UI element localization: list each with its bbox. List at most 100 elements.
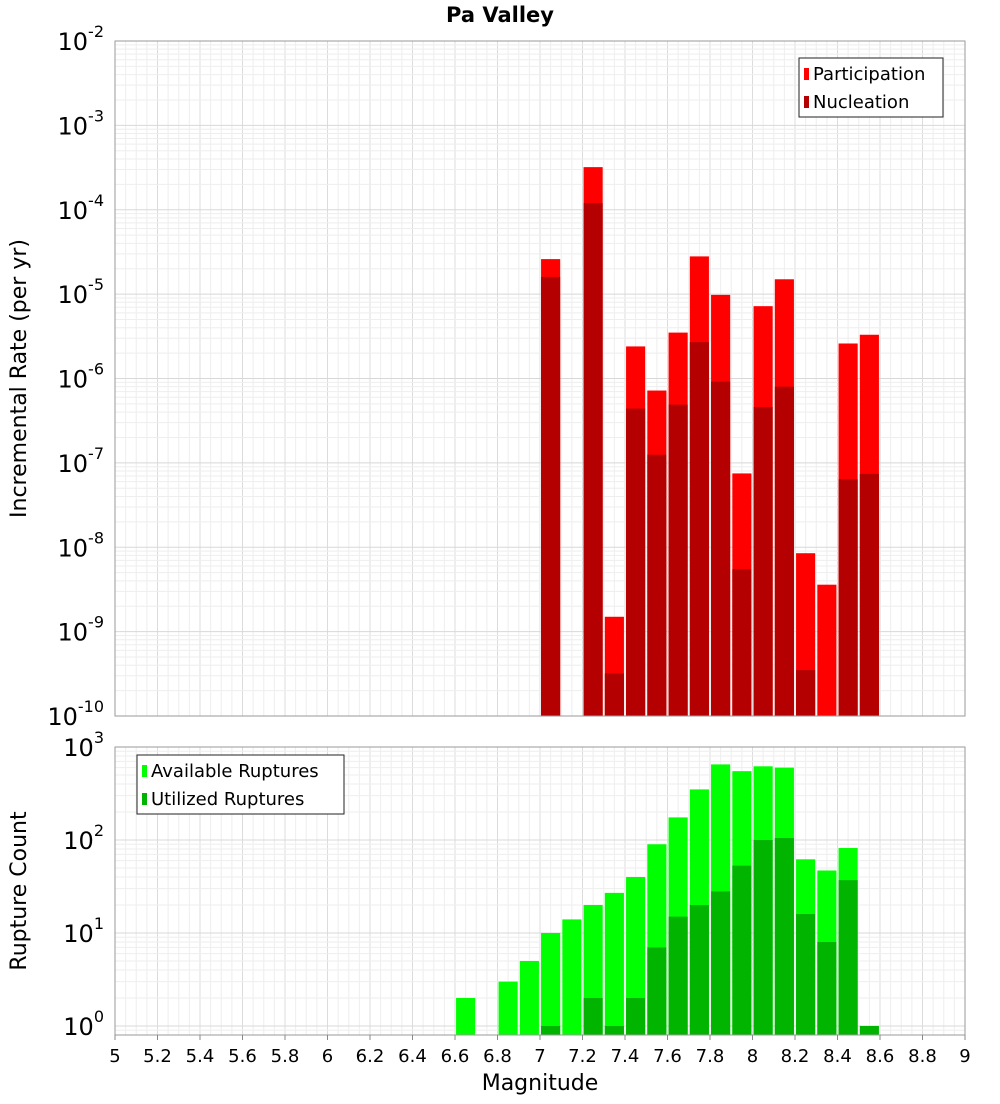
rate-ytick-exponent: -3: [88, 106, 104, 125]
rate-bar-nucleation: [626, 408, 646, 716]
count-bar-utilized-ruptures: [838, 880, 858, 1035]
rate-ytick-exponent: -8: [88, 528, 104, 547]
chart-title: Pa Valley: [446, 3, 554, 27]
rate-ytick-base: 10: [58, 450, 89, 478]
x-tick-label: 8.8: [908, 1046, 937, 1067]
x-tick-label: 5.4: [186, 1046, 215, 1067]
rate-bar-nucleation: [774, 386, 794, 716]
count-bar-utilized-ruptures: [817, 942, 837, 1035]
rate-ytick-label: 10-6: [58, 360, 105, 394]
rate-ytick-base: 10: [58, 366, 89, 394]
rate-bar-nucleation: [668, 404, 688, 716]
x-tick-label: 8.2: [781, 1046, 810, 1067]
count-legend-label: Utilized Ruptures: [151, 789, 304, 810]
x-tick-label: 5.8: [271, 1046, 300, 1067]
count-bar-utilized-ruptures: [711, 891, 731, 1035]
count-ytick-base: 10: [63, 827, 94, 855]
count-legend-swatch: [142, 765, 147, 777]
count-bar-available-ruptures: [541, 932, 561, 1035]
rate-bar-nucleation: [647, 454, 667, 716]
count-bar-utilized-ruptures: [583, 997, 603, 1035]
rate-legend: Participation Nucleation: [798, 57, 944, 118]
count-ytick-exponent: 0: [94, 1007, 104, 1026]
rate-bar-nucleation: [732, 569, 752, 716]
count-ytick-label: 100: [63, 1007, 104, 1041]
rate-ytick-exponent: -7: [88, 444, 104, 463]
rate-ytick-label: 10-8: [58, 528, 105, 562]
rate-ytick-label: 10-5: [58, 275, 105, 309]
count-bar-utilized-ruptures: [796, 914, 816, 1035]
count-ytick-label: 102: [63, 821, 104, 855]
rate-ytick-label: 10-9: [58, 613, 105, 647]
x-tick-label: 6.2: [356, 1046, 385, 1067]
x-tick-label: 6.6: [441, 1046, 470, 1067]
count-ytick-label: 101: [63, 914, 104, 948]
rate-ytick-exponent: -6: [88, 360, 104, 379]
count-bar-utilized-ruptures: [668, 916, 688, 1035]
count-bar-available-ruptures: [498, 981, 518, 1035]
rate-ytick-exponent: -10: [78, 697, 104, 716]
count-bar-utilized-ruptures: [541, 1025, 561, 1035]
rate-legend-box: [798, 57, 944, 118]
rate-legend-swatch: [804, 68, 809, 80]
count-ytick-exponent: 3: [94, 728, 104, 747]
count-bar-utilized-ruptures: [859, 1025, 879, 1035]
count-ytick-exponent: 2: [94, 821, 104, 840]
x-tick-label: 6.8: [483, 1046, 512, 1067]
x-tick-label: 5.2: [143, 1046, 172, 1067]
x-tick-label: 7.8: [696, 1046, 725, 1067]
x-tick-label: 8: [747, 1046, 758, 1067]
x-tick-label: 7.6: [653, 1046, 682, 1067]
x-tick-label: 5: [109, 1046, 120, 1067]
rate-legend-swatch: [804, 96, 809, 108]
count-ytick-label: 103: [63, 728, 104, 762]
x-tick-label: 9: [959, 1046, 970, 1067]
count-y-axis-label: Rupture Count: [7, 811, 32, 971]
rate-ytick-base: 10: [58, 197, 89, 225]
rate-ytick-label: 10-2: [58, 22, 105, 56]
rate-ytick-exponent: -2: [88, 22, 104, 41]
count-ytick-exponent: 1: [94, 914, 104, 933]
rate-bar-nucleation: [583, 203, 603, 716]
rate-ytick-base: 10: [58, 28, 89, 56]
rate-ytick-exponent: -4: [88, 191, 104, 210]
count-bar-utilized-ruptures: [626, 997, 646, 1035]
rate-ytick-base: 10: [47, 703, 78, 731]
rate-bar-participation: [817, 584, 837, 716]
count-bar-utilized-ruptures: [689, 904, 709, 1035]
rate-plot-frame: [114, 40, 966, 717]
count-legend: Available Ruptures Utilized Ruptures: [136, 754, 345, 815]
rate-legend-label: Participation: [813, 64, 925, 85]
count-bar-available-ruptures: [562, 919, 582, 1035]
rate-ytick-base: 10: [58, 619, 89, 647]
rate-ytick-base: 10: [58, 281, 89, 309]
rate-bar-nucleation: [796, 670, 816, 716]
x-tick-label: 5.6: [228, 1046, 257, 1067]
rate-ytick-base: 10: [58, 534, 89, 562]
x-tick-label: 7: [534, 1046, 545, 1067]
rate-bar-nucleation: [689, 342, 709, 716]
rate-bar-nucleation: [753, 406, 773, 716]
rate-ytick-label: 10-3: [58, 106, 105, 140]
count-bar-available-ruptures: [626, 877, 646, 1035]
rate-ytick-label: 10-7: [58, 444, 105, 478]
x-axis-label: Magnitude: [482, 1071, 599, 1096]
count-ytick-base: 10: [63, 734, 94, 762]
rate-y-axis-label: Incremental Rate (per yr): [7, 239, 32, 518]
x-tick-label: 8.4: [823, 1046, 852, 1067]
rate-ytick-label: 10-10: [47, 697, 104, 731]
rate-bar-nucleation: [711, 381, 731, 716]
count-bar-available-ruptures: [519, 960, 539, 1035]
rate-bar-nucleation: [859, 473, 879, 716]
count-ytick-base: 10: [63, 920, 94, 948]
count-bar-utilized-ruptures: [732, 865, 752, 1035]
x-tick-label: 6: [322, 1046, 333, 1067]
count-legend-swatch: [142, 793, 147, 805]
rate-ytick-exponent: -5: [88, 275, 104, 294]
count-bar-available-ruptures: [456, 997, 476, 1035]
count-bar-utilized-ruptures: [753, 839, 773, 1035]
x-tick-label: 6.4: [398, 1046, 427, 1067]
rate-ytick-exponent: -9: [88, 613, 104, 632]
